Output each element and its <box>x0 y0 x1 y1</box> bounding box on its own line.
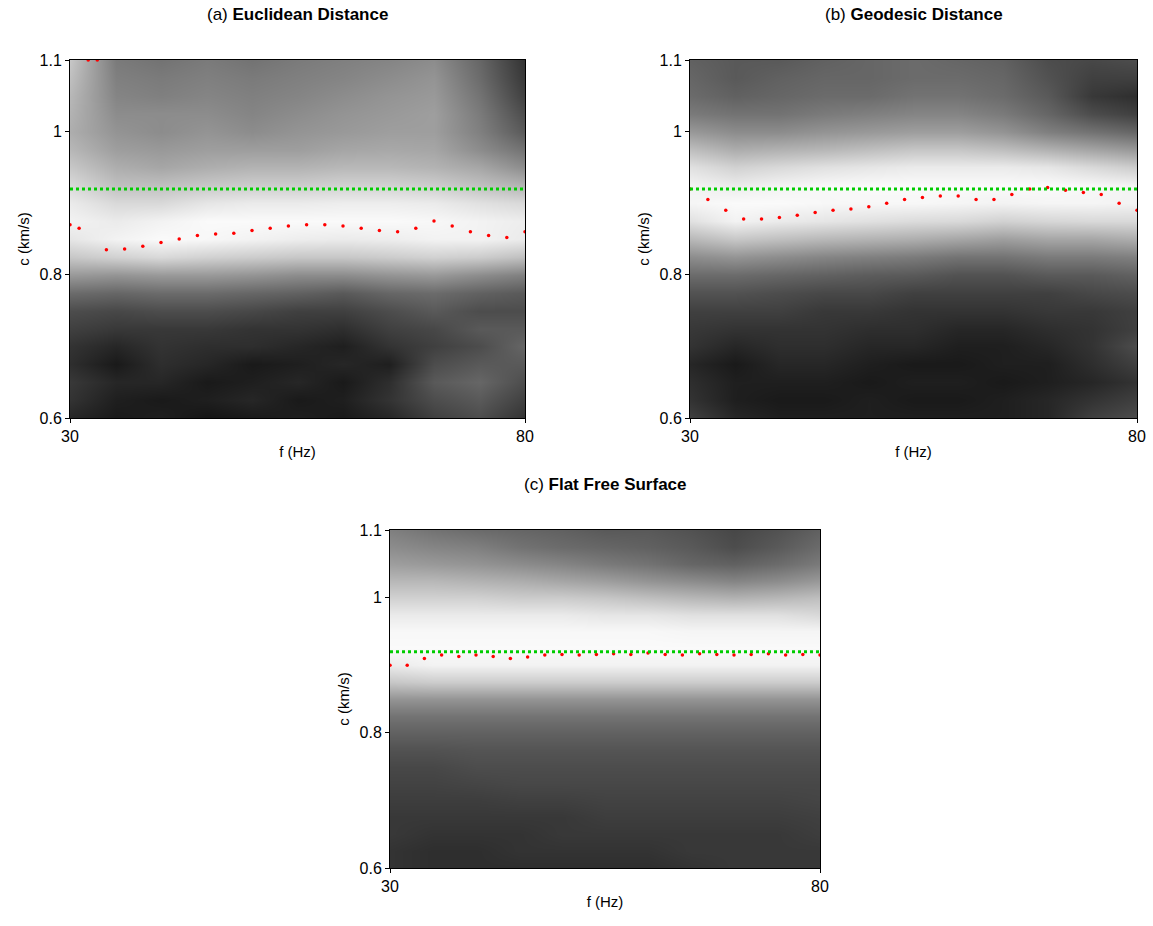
svg-text:1: 1 <box>53 123 62 140</box>
svg-text:30: 30 <box>381 878 399 895</box>
svg-text:1.1: 1.1 <box>360 522 382 539</box>
svg-text:f (Hz): f (Hz) <box>895 443 932 460</box>
svg-text:1.1: 1.1 <box>660 52 682 69</box>
svg-text:30: 30 <box>681 428 699 445</box>
svg-text:1.1: 1.1 <box>40 52 62 69</box>
svg-text:0.6: 0.6 <box>660 410 682 427</box>
svg-text:0.6: 0.6 <box>40 410 62 427</box>
svg-text:80: 80 <box>516 428 534 445</box>
svg-text:80: 80 <box>1128 428 1146 445</box>
svg-text:0.6: 0.6 <box>360 860 382 877</box>
svg-text:(b) Geodesic Distance: (b) Geodesic Distance <box>825 5 1003 24</box>
svg-text:0.8: 0.8 <box>360 724 382 741</box>
svg-text:c (km/s): c (km/s) <box>335 672 352 725</box>
svg-text:c (km/s): c (km/s) <box>635 212 652 265</box>
svg-text:1: 1 <box>373 589 382 606</box>
svg-text:30: 30 <box>61 428 79 445</box>
svg-text:1: 1 <box>673 123 682 140</box>
svg-text:f (Hz): f (Hz) <box>587 893 624 910</box>
svg-text:f (Hz): f (Hz) <box>279 443 316 460</box>
svg-text:80: 80 <box>811 878 829 895</box>
svg-text:0.8: 0.8 <box>660 266 682 283</box>
svg-text:(c) Flat Free Surface: (c) Flat Free Surface <box>524 475 687 494</box>
svg-text:0.8: 0.8 <box>40 266 62 283</box>
svg-text:c (km/s): c (km/s) <box>15 212 32 265</box>
svg-text:(a) Euclidean Distance: (a) Euclidean Distance <box>207 5 388 24</box>
